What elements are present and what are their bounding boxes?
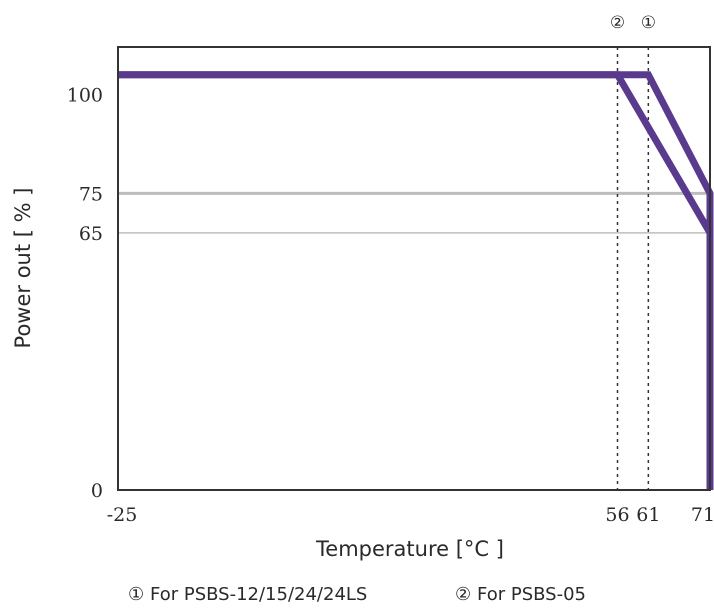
y-tick-label: 75 [79, 183, 103, 205]
x-tick-label: 56 [605, 504, 629, 526]
legend-label-1: For PSBS-12/15/24/24LS [150, 584, 367, 605]
y-axis-ticks: 0 65 75 100 [67, 84, 103, 502]
x-tick-label: 61 [636, 504, 660, 526]
x-axis-ticks: -25 56 61 71 [107, 504, 714, 526]
y-axis-label: Power out [ % ] [11, 188, 35, 349]
x-axis-label: Temperature [°C ] [315, 537, 504, 561]
y-tick-label: 0 [91, 480, 103, 502]
legend: ① For PSBS-12/15/24/24LS ② For PSBS-05 [128, 584, 586, 605]
marker-label: ① [641, 13, 656, 33]
y-tick-label: 65 [79, 223, 103, 245]
marker-label: ② [610, 13, 625, 33]
plot-area [117, 46, 711, 491]
x-tick-label: 71 [691, 504, 714, 526]
series-lines [118, 71, 714, 490]
legend-marker-1: ① [128, 584, 144, 605]
series-line-2 [118, 71, 714, 490]
reference-lines [118, 47, 710, 490]
y-tick-label: 100 [67, 84, 103, 106]
series-line-1 [118, 71, 714, 490]
x-tick-label: -25 [107, 504, 138, 526]
legend-label-2: For PSBS-05 [477, 584, 586, 605]
legend-marker-2: ② [455, 584, 471, 605]
